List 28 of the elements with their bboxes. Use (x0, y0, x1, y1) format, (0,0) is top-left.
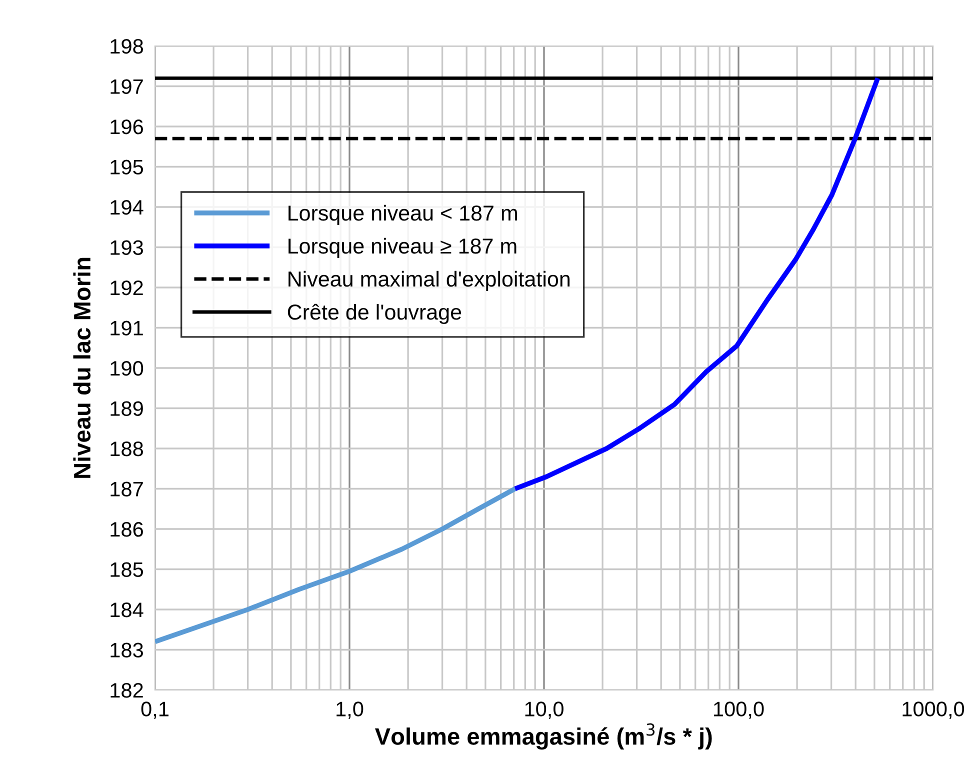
y-tick-label: 187 (110, 482, 143, 497)
y-tick-label: 184 (110, 602, 144, 618)
x-axis-title: Volume emmagasiné (m$^{3}$/s * j) (374, 723, 712, 750)
y-tick-label: 191 (110, 320, 143, 336)
legend-label: Crête de l'ouvrage (288, 304, 462, 324)
legend-label: Lorsque niveau < 187 m (288, 204, 517, 225)
y-tick-label: 185 (110, 562, 144, 578)
x-tick-label: 100,0 (714, 702, 764, 719)
y-tick-label: 189 (110, 401, 143, 416)
x-tick-label: 10,0 (525, 702, 564, 719)
y-tick-label: 192 (110, 280, 143, 296)
x-tick-label: 0,1 (141, 702, 168, 719)
y-tick-label: 186 (110, 522, 143, 537)
x-tick-label: 1,0 (336, 702, 364, 719)
y-tick-label: 198 (110, 39, 143, 54)
y-tick-label: 193 (110, 240, 143, 256)
y-tick-label: 190 (110, 361, 144, 376)
y-tick-label: 182 (110, 683, 143, 698)
legend-label: Niveau maximal d'exploitation (288, 270, 570, 291)
y-tick-label: 196 (110, 120, 143, 134)
y-tick-label: 188 (110, 442, 143, 456)
x-tick-label: 1000,0 (902, 702, 964, 719)
y-tick-label: 195 (110, 160, 144, 175)
y-tick-label: 197 (110, 79, 143, 94)
y-tick-label: 183 (110, 642, 143, 658)
y-axis-title: Niveau du lac Morin (73, 258, 91, 478)
legend-label: Lorsque niveau ≥ 187 m (288, 238, 516, 258)
y-tick-label: 194 (110, 200, 144, 215)
